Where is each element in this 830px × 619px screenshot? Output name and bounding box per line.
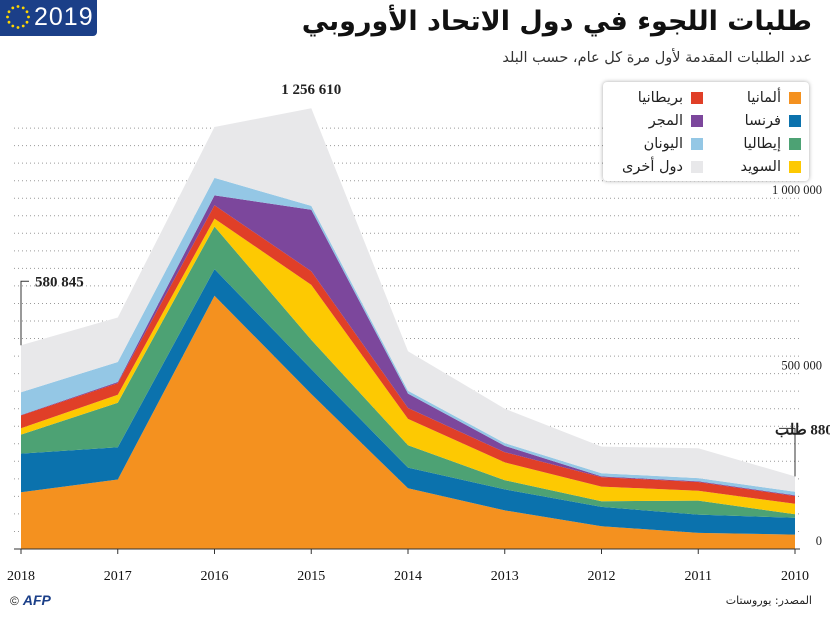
afp-credit: © AFP [10,592,51,608]
axes: 2018 2017 2016 2015 2014 2013 2012 2011 2010 0 500… [7,183,822,584]
legend-swatch-sweden [789,161,801,173]
legend-label-germany: ألمانيا [746,90,781,106]
eu-stars-icon [6,5,30,29]
x-tick-label-2018: 2018 [7,569,35,584]
legend-item-sweden: السويد [740,157,801,177]
x-tick-label-2015: 2015 [297,569,325,584]
annotation-leader-2018 [20,280,29,346]
legend-item-germany: ألمانيا [747,88,801,108]
y-tick-label-1000000: 1 000 000 [772,183,822,197]
legend-item-greece: اليونان [644,134,703,154]
area-italy [21,226,795,518]
legend-label-hungary: المجر [648,113,683,129]
legend-label-france: فرنسا [744,113,781,129]
legend-swatch-france [789,115,801,127]
legend-label-britain: بريطانيا [637,90,683,106]
legend-item-france: فرنسا [745,111,801,131]
legend-item-hungary: المجر [649,111,703,131]
legend-swatch-germany [789,92,801,104]
annotation-leader-2010 [779,427,796,477]
source-note: المصدر: يوروستات [725,594,812,607]
legend-swatch-greece [691,138,703,150]
annotations: 580 845 1 256 610 206 880 طلب [20,82,830,477]
legend-swatch-britain [691,92,703,104]
chart-subtitle: عدد الطلبات المقدمة لأول مرة كل عام، حسب… [502,50,812,66]
x-tick-label-2017: 2017 [104,569,132,584]
legend-label-others: دول أخرى [622,159,683,175]
x-tick-label-2014: 2014 [394,569,422,584]
y-tick-label-500000: 500 000 [781,359,822,373]
year-label: 2019 [34,3,94,31]
y-tick-label-0: 0 [816,534,822,548]
legend-swatch-italy [789,138,801,150]
x-tick-label-2012: 2012 [588,569,616,584]
copyright-symbol: © [10,594,19,608]
annotation-2018: 580 845 [35,274,84,290]
legend-swatch-others [691,161,703,173]
legend-item-others: دول أخرى [622,157,703,177]
chart-title: طلبات اللجوء في دول الاتحاد الأوروبي [301,6,812,37]
x-tick-label-2016: 2016 [201,569,229,584]
year-badge: 2019 [0,0,97,36]
annotation-2010: 206 880 طلب [775,422,830,438]
x-tick-label-2011: 2011 [685,569,712,584]
legend: ألمانيا فرنسا إيطاليا السويد بريطانيا ال… [603,82,809,181]
legend-label-sweden: السويد [740,159,781,175]
area-germany [21,295,795,549]
x-tick-label-2010: 2010 [781,569,809,584]
legend-label-greece: اليونان [643,136,683,152]
afp-logo: AFP [22,592,51,608]
legend-label-italy: إيطاليا [743,136,781,152]
legend-item-italy: إيطاليا [743,134,801,154]
legend-item-britain: بريطانيا [638,88,703,108]
x-tick-label-2013: 2013 [491,569,519,584]
area-france [21,269,795,535]
stacked-areas [21,108,795,549]
legend-swatch-hungary [691,115,703,127]
annotation-2015: 1 256 610 [281,82,341,98]
